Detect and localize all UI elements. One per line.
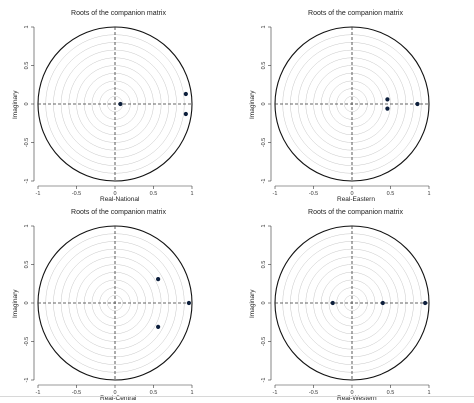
y-tick-label: -1 [24,378,30,383]
grid-circle [107,96,123,112]
chart-national: -1 -0.5 0 0.5 1 -1 -0.5 0 0.5 1 [24,25,194,197]
chart-eastern: -1 -0.5 0 0.5 1 -1 -0.5 0 0.5 1 [261,25,431,197]
chart-title: Roots of the companion matrix [308,209,403,216]
x-tick-label: 0 [113,191,116,197]
grid-circle [344,96,360,112]
x-tick-label: 1 [427,191,430,197]
y-tick-label: 1 [24,25,30,28]
x-tick-label: -1 [273,191,278,197]
x-tick-label: 0 [350,191,353,197]
y-tick-label: 0 [24,102,30,105]
chart-western: -1 -0.5 0 0.5 1 -1 -0.5 0 0.5 1 [261,224,431,396]
panel-western: -1 -0.5 0 0.5 1 -1 -0.5 0 0.5 1 Roots of the comp… [237,199,474,402]
x-tick-label: 0.5 [387,191,395,197]
x-tick-label: 1 [190,390,193,396]
panel-eastern: -1 -0.5 0 0.5 1 -1 -0.5 0 0.5 1 Roots of the comp… [237,0,474,203]
y-tick-label: 0.5 [24,261,30,269]
y-tick-label: 0.5 [261,62,267,70]
y-tick-label: 0.5 [261,261,267,269]
y-tick-label: 1 [261,25,267,28]
y-tick-label: 0 [261,301,267,304]
chart-title: Roots of the companion matrix [71,209,166,216]
x-axis-label: Real-National [100,196,140,203]
chart-title: Roots of the companion matrix [308,10,403,17]
x-tick-label: 1 [427,390,430,396]
y-tick-label: 0 [24,301,30,304]
y-tick-label: -0.5 [24,337,30,346]
y-axis-label: Imaginary [12,289,19,318]
x-tick-label: -0.5 [309,390,318,396]
y-tick-label: -1 [261,179,267,184]
chart-title: Roots of the companion matrix [71,10,166,17]
root-point [423,300,428,306]
y-axis-label: Imaginary [249,90,256,119]
x-tick-label: 0 [113,390,116,396]
y-tick-label: 1 [261,224,267,227]
x-tick-label: 1 [190,191,193,197]
x-axis-label: Real-Western [337,395,377,402]
y-tick-label: 1 [24,224,30,227]
x-tick-label: 0 [350,390,353,396]
root-point [385,97,390,102]
grid-circle [344,295,360,311]
y-tick-label: 0 [261,102,267,105]
x-tick-label: -1 [36,191,41,197]
panel-central: -1 -0.5 0 0.5 1 -1 -0.5 0 0.5 1 Roots of the comp… [0,199,237,402]
x-tick-label: 0.5 [150,390,158,396]
y-tick-label: 0.5 [24,62,30,70]
y-axis-label: Imaginary [12,90,19,119]
root-point [183,111,188,117]
x-tick-label: -0.5 [72,191,81,197]
x-tick-label: -0.5 [309,191,318,197]
root-point [156,324,161,329]
y-axis-label: Imaginary [249,289,256,318]
root-point [385,106,390,111]
x-tick-label: -1 [273,390,278,396]
root-point [186,300,192,306]
chart-central: -1 -0.5 0 0.5 1 -1 -0.5 0 0.5 1 [24,224,194,396]
x-axis-label: Real-Eastern [337,196,375,203]
root-point [330,300,335,306]
x-axis-label: Real-Central [100,395,137,402]
x-tick-label: -0.5 [72,390,81,396]
root-point [380,300,385,306]
y-tick-label: -0.5 [24,138,30,147]
x-tick-label: -1 [36,390,41,396]
root-point [118,101,123,107]
root-point [156,277,161,282]
root-point [415,101,420,107]
bottom-divider [0,396,474,397]
x-tick-label: 0.5 [387,390,395,396]
y-tick-label: -0.5 [261,138,267,147]
y-tick-label: -0.5 [261,337,267,346]
grid-circle [107,295,123,311]
panel-national: -1 -0.5 0 0.5 1 -1 -0.5 0 0.5 1 Roots of the comp… [0,0,237,203]
x-tick-label: 0.5 [150,191,158,197]
y-tick-label: -1 [261,378,267,383]
root-point [183,91,188,97]
y-tick-label: -1 [24,179,30,184]
